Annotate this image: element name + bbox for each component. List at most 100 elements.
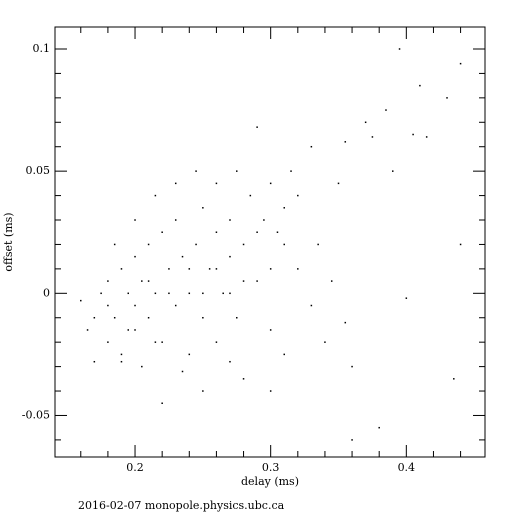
point	[283, 243, 285, 246]
point	[229, 219, 231, 221]
point	[188, 268, 191, 270]
point	[269, 390, 272, 392]
point	[93, 316, 96, 319]
point	[208, 268, 211, 270]
point	[269, 268, 272, 270]
point	[344, 141, 347, 143]
point	[330, 280, 333, 282]
point	[134, 219, 136, 221]
x-tick-label: 0.3	[262, 461, 280, 474]
y-tick-label: -0.05	[22, 408, 50, 421]
point	[127, 292, 129, 295]
x-tick-label: 0.2	[126, 461, 144, 474]
point	[168, 268, 170, 270]
footer: 2016-02-07 monopole.physics.ubc.ca	[78, 499, 285, 512]
point	[283, 353, 285, 356]
point	[351, 439, 353, 441]
point	[195, 243, 197, 246]
point	[310, 145, 313, 148]
point	[141, 280, 143, 282]
point	[229, 292, 231, 295]
point	[147, 280, 150, 282]
point	[161, 402, 163, 404]
point	[459, 243, 462, 246]
point	[269, 329, 272, 331]
point	[412, 133, 414, 136]
point	[378, 426, 380, 429]
point	[419, 84, 421, 87]
y-tick-label: 0.1	[33, 42, 51, 55]
point	[276, 231, 279, 233]
point	[290, 170, 292, 172]
point	[297, 194, 299, 197]
point	[215, 182, 218, 185]
point	[113, 316, 116, 319]
point	[229, 255, 231, 258]
point	[337, 182, 340, 185]
x-axis-label: delay (ms)	[241, 475, 299, 488]
point	[310, 304, 313, 307]
point	[120, 268, 123, 270]
point	[174, 219, 177, 221]
point	[202, 316, 204, 319]
point	[107, 341, 109, 343]
point	[181, 370, 184, 373]
point	[100, 292, 102, 295]
y-tick-label: 0	[43, 286, 50, 299]
point	[134, 304, 136, 307]
point	[107, 280, 109, 282]
point	[222, 292, 224, 295]
point	[392, 170, 394, 172]
plot-frame	[54, 26, 486, 458]
point	[188, 292, 191, 295]
point	[154, 292, 157, 295]
point	[351, 365, 353, 368]
point	[174, 304, 177, 307]
point	[174, 182, 177, 185]
point	[459, 62, 462, 65]
point	[297, 268, 299, 270]
point	[202, 292, 204, 295]
point	[154, 194, 157, 197]
point	[161, 231, 163, 233]
point	[425, 136, 428, 138]
point	[147, 243, 150, 246]
point	[364, 121, 367, 124]
point	[195, 170, 197, 172]
point	[236, 316, 238, 319]
point	[93, 360, 96, 363]
point	[446, 97, 448, 99]
point	[202, 390, 204, 392]
point	[256, 280, 258, 282]
y-tick-label: 0.05	[26, 164, 51, 177]
point	[120, 360, 123, 363]
point	[181, 255, 184, 258]
point	[256, 231, 258, 233]
point	[215, 268, 218, 270]
point	[263, 219, 265, 221]
point	[202, 207, 204, 209]
point	[242, 243, 245, 246]
y-axis-label: offset (ms)	[2, 212, 15, 271]
point	[283, 207, 285, 209]
point	[127, 329, 129, 331]
point	[324, 341, 326, 343]
point	[120, 353, 123, 356]
point	[107, 304, 109, 307]
point	[229, 360, 231, 363]
point	[317, 243, 319, 246]
point	[215, 231, 218, 233]
point	[371, 136, 374, 138]
point	[385, 109, 387, 111]
point	[256, 126, 258, 128]
point	[405, 297, 408, 299]
point	[147, 316, 150, 319]
point	[86, 329, 89, 331]
point	[344, 321, 347, 324]
point	[134, 255, 136, 258]
point	[249, 194, 252, 197]
point	[168, 292, 170, 295]
point	[113, 243, 116, 246]
point	[161, 341, 163, 343]
